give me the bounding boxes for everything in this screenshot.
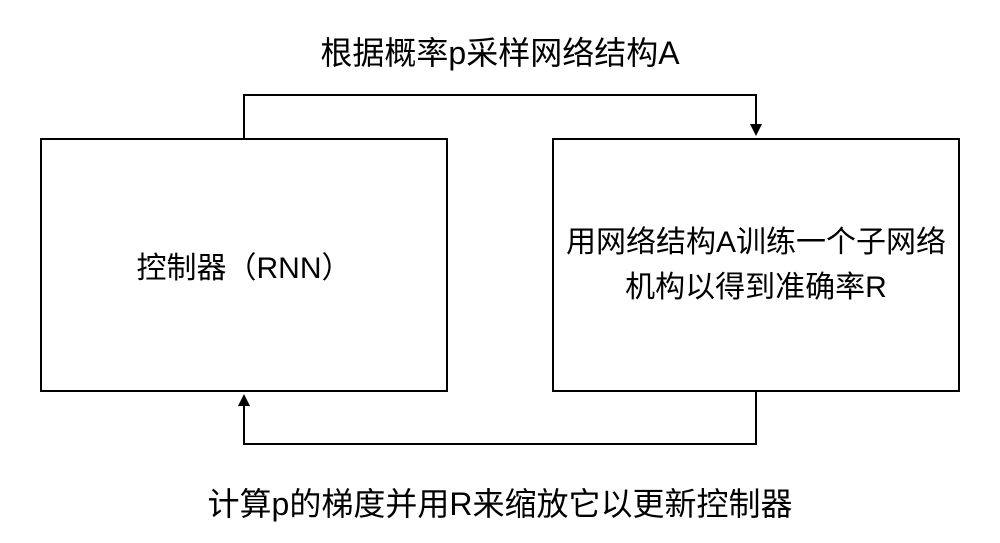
node-train: 用网络结构A训练一个子网络机构以得到准确率R [552, 138, 960, 392]
diagram-root: 根据概率p采样网络结构A 控制器（RNN） 用网络结构A训练一个子网络机构以得到… [0, 0, 1000, 543]
edge-top [244, 95, 756, 138]
node-controller: 控制器（RNN） [40, 138, 448, 392]
edge-label-top: 根据概率p采样网络结构A [320, 28, 679, 74]
node-train-label: 用网络结构A训练一个子网络机构以得到准确率R [564, 220, 948, 310]
node-controller-label: 控制器（RNN） [137, 243, 352, 287]
edge-label-bottom: 计算p的梯度并用R来缩放它以更新控制器 [208, 479, 793, 525]
edge-bottom [244, 392, 756, 444]
